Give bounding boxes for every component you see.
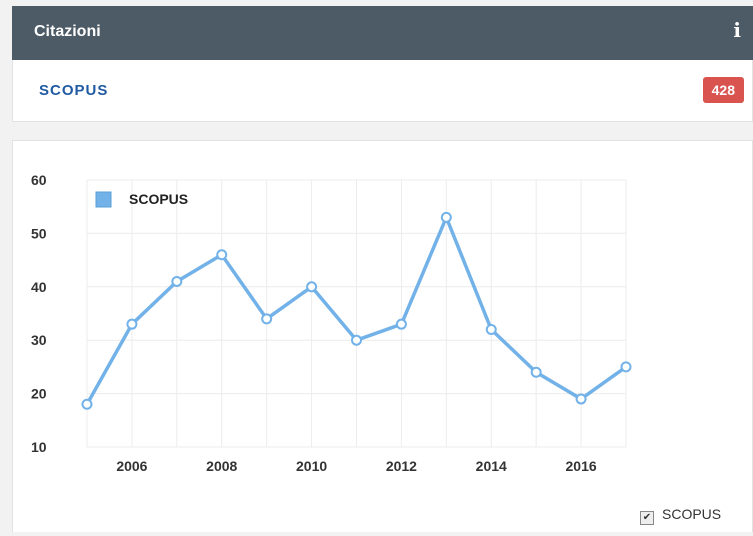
x-tick-label: 2008 <box>206 458 237 474</box>
legend-swatch <box>95 191 112 208</box>
data-point[interactable] <box>395 318 407 330</box>
y-tick-label: 30 <box>31 332 47 348</box>
y-tick-label: 50 <box>31 225 47 241</box>
data-point[interactable] <box>261 313 273 325</box>
scopus-logo: SCOPUS <box>39 82 109 99</box>
data-point[interactable] <box>485 324 497 336</box>
y-tick-label: 10 <box>31 439 47 455</box>
source-row: SCOPUS 428 <box>12 60 753 122</box>
chart-panel: 10 20 30 40 50 60 2006 2008 2010 2012 2014 2016 SCO… <box>12 140 753 532</box>
data-point[interactable] <box>216 249 228 261</box>
y-tick-label: 40 <box>31 279 47 295</box>
data-point[interactable] <box>575 393 587 405</box>
checkbox-icon[interactable]: ✔ <box>640 511 654 525</box>
legend-toggle-label: SCOPUS <box>662 506 722 522</box>
info-icon[interactable]: i <box>733 18 741 42</box>
data-point[interactable] <box>620 361 632 373</box>
data-point[interactable] <box>351 334 362 346</box>
citation-count-badge[interactable]: 428 <box>702 77 744 103</box>
x-tick-label: 2016 <box>566 458 597 474</box>
x-tick-label: 2014 <box>476 458 507 474</box>
citations-line-chart: 10 20 30 40 50 60 2006 2008 2010 2012 2014 2016 SCO… <box>31 172 632 474</box>
legend-toggle-scopus[interactable]: ✔ SCOPUS <box>640 506 721 525</box>
data-point[interactable] <box>440 211 452 223</box>
citations-header: Citazioni i <box>12 6 753 60</box>
y-tick-label: 60 <box>31 172 47 188</box>
x-tick-label: 2012 <box>386 458 417 474</box>
data-point[interactable] <box>126 318 138 330</box>
data-point[interactable] <box>306 281 318 293</box>
data-point[interactable] <box>530 366 542 378</box>
legend-label: SCOPUS <box>129 191 188 207</box>
x-tick-label: 2010 <box>296 458 327 474</box>
data-point[interactable] <box>171 275 183 287</box>
data-point[interactable] <box>81 398 93 410</box>
y-tick-label: 20 <box>31 386 47 402</box>
header-title: Citazioni <box>34 23 101 40</box>
x-tick-label: 2006 <box>116 458 147 474</box>
